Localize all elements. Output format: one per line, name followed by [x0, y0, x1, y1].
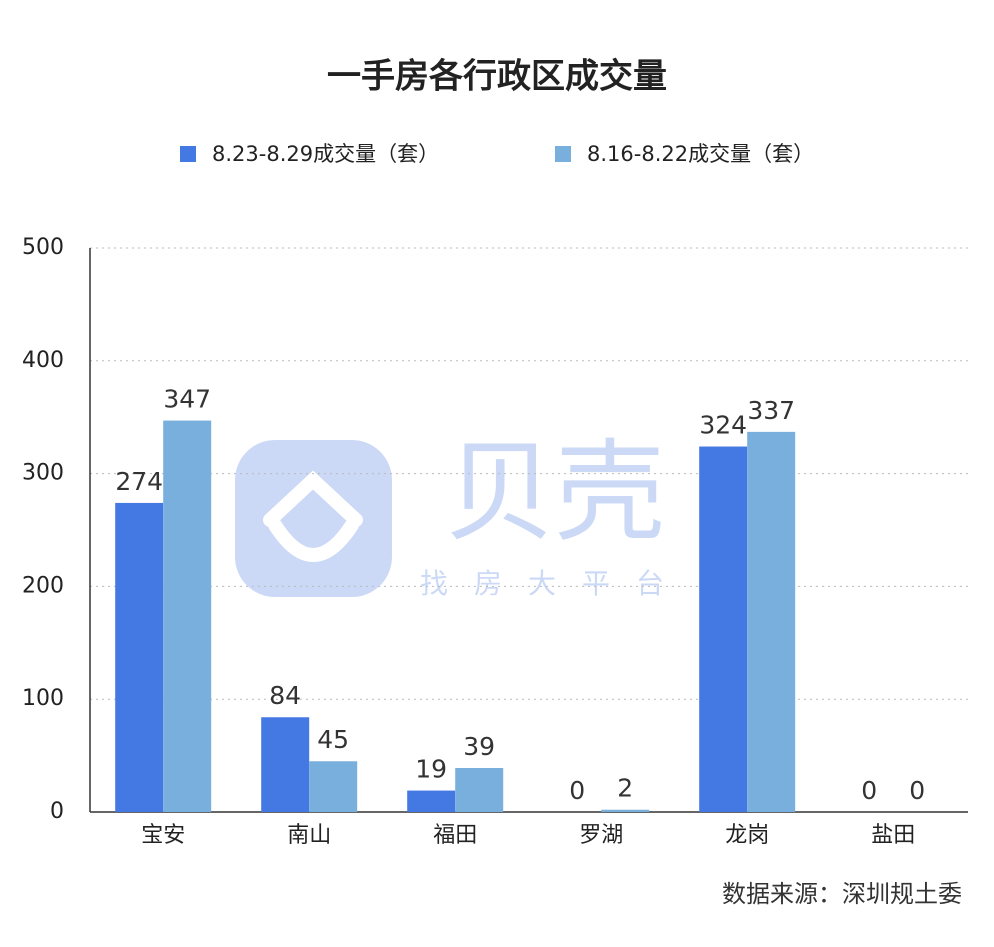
x-tick-label: 宝安	[141, 823, 185, 848]
watermark: 贝壳 找房大平台	[235, 428, 690, 600]
value-label: 39	[463, 732, 495, 761]
bar	[601, 809, 650, 812]
watermark-name: 贝壳	[445, 428, 665, 556]
value-label: 19	[415, 755, 447, 784]
value-label: 0	[909, 776, 925, 805]
value-label: 84	[269, 681, 301, 710]
chart-title: 一手房各行政区成交量	[327, 57, 667, 97]
value-label: 347	[163, 385, 211, 414]
value-label: 274	[115, 467, 163, 496]
bar	[261, 717, 310, 812]
y-tick-label: 500	[22, 235, 64, 260]
x-tick-label: 罗湖	[579, 823, 623, 848]
legend-swatch	[180, 146, 196, 162]
bar	[309, 761, 358, 812]
y-tick-label: 300	[22, 461, 64, 486]
value-label: 324	[699, 411, 747, 440]
watermark-icon-mark	[263, 470, 363, 562]
source: 数据来源：深圳规土委	[722, 880, 962, 908]
legend-label: 8.16-8.22成交量（套）	[587, 142, 814, 166]
value-label: 0	[569, 776, 585, 805]
bar	[115, 502, 164, 812]
bar	[699, 446, 748, 812]
bar	[455, 768, 504, 812]
y-tick-label: 200	[22, 573, 64, 598]
value-label: 45	[317, 725, 349, 754]
legend-label: 8.23-8.29成交量（套）	[212, 142, 439, 166]
watermark-icon	[235, 440, 392, 597]
bar	[747, 431, 796, 812]
value-label: 2	[617, 774, 633, 803]
x-tick-label: 盐田	[871, 823, 915, 848]
bar	[407, 790, 456, 812]
x-tick-label: 福田	[433, 823, 477, 848]
value-label: 0	[861, 776, 877, 805]
x-tick-label: 南山	[287, 823, 331, 848]
bar	[163, 420, 212, 812]
x-tick-label: 龙岗	[725, 823, 769, 848]
y-tick-label: 0	[50, 799, 64, 824]
value-label: 337	[747, 396, 795, 425]
legend-swatch	[555, 146, 571, 162]
y-tick-label: 100	[22, 686, 64, 711]
watermark-slogan: 找房大平台	[420, 567, 690, 600]
y-tick-label: 400	[22, 348, 64, 373]
